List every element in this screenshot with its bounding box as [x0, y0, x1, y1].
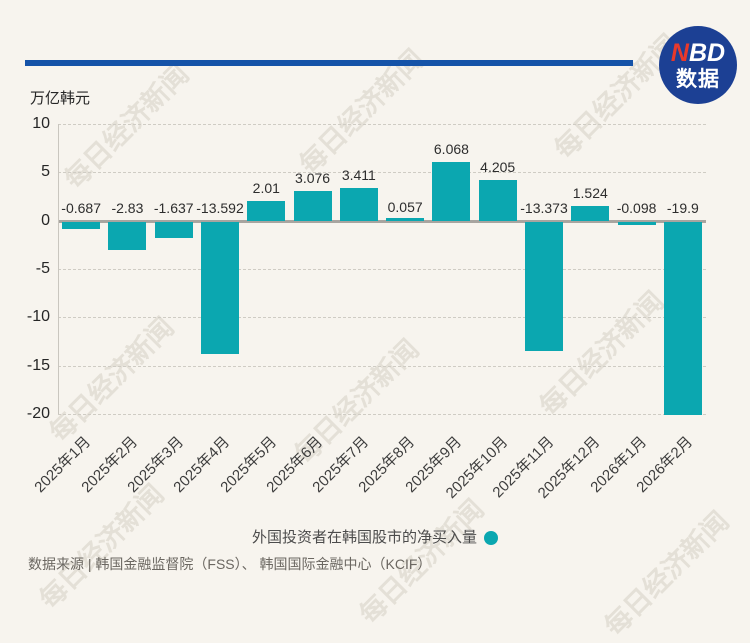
bar [478, 180, 517, 221]
nbd-logo: NBD 数据 [659, 26, 737, 104]
y-tick-label: 0 [41, 211, 50, 229]
bar [386, 218, 425, 221]
nbd-logo-subtitle: 数据 [676, 67, 720, 91]
header-divider-line [25, 60, 633, 66]
bar-value-label: -1.637 [153, 199, 194, 216]
bar [663, 222, 702, 415]
y-tick-label: -10 [26, 308, 50, 326]
bar-value-label: -13.592 [196, 199, 244, 216]
bar [617, 222, 656, 225]
gridline [58, 172, 706, 174]
bar [339, 187, 378, 221]
bar [154, 222, 193, 238]
bar [432, 162, 471, 221]
bar-value-label: -0.098 [616, 199, 657, 216]
gridline [58, 124, 706, 125]
bar-value-label: -13.373 [520, 199, 568, 216]
y-tick-label: 5 [41, 163, 50, 181]
legend-label: 外国投资者在韩国股市的净买入量 [251, 529, 477, 546]
chart-legend: 外国投资者在韩国股市的净买入量 [0, 529, 750, 547]
bar-value-label: -0.687 [61, 199, 101, 216]
bar-value-label: 2.01 [252, 180, 280, 197]
gridline [58, 269, 706, 270]
bar-value-label: 1.524 [572, 184, 608, 201]
bar [108, 222, 147, 250]
data-source-note: 数据来源 | 韩国金融监督院（FSS）、 韩国国际金融中心（KCIF） [28, 556, 432, 572]
bar-value-label: 3.411 [341, 166, 376, 183]
gridline [58, 365, 706, 367]
gridline [58, 414, 706, 415]
y-tick-label: -20 [26, 405, 50, 422]
bar [525, 222, 563, 352]
nbd-logo-brand: NBD [670, 38, 726, 67]
bar [571, 205, 610, 221]
y-axis-unit-label: 万亿韩元 [30, 90, 91, 107]
bar-value-label: 6.068 [433, 141, 469, 157]
bar-value-label: -19.9 [666, 199, 699, 216]
bar-value-label: 0.057 [387, 199, 423, 216]
legend-dot-icon [484, 531, 498, 545]
gridline [58, 317, 706, 319]
nbd-logo-brand-accent: N [670, 38, 689, 67]
bar-chart: 万亿韩元 10 5 0 -5 -10 -15 -20 -0.687 2025年1月 -2.83 20… [26, 90, 706, 502]
bar-value-label: 4.205 [480, 159, 516, 176]
y-tick-label: 10 [32, 115, 50, 132]
y-tick-label: -15 [26, 356, 50, 374]
bar [62, 222, 101, 229]
bar [201, 222, 239, 354]
bar-value-label: -2.83 [111, 199, 144, 216]
nbd-logo-brand-rest: BD [688, 38, 726, 67]
zero-axis-line [58, 219, 706, 223]
bar-value-label: 3.076 [295, 169, 331, 186]
y-axis-line [58, 124, 59, 414]
bar [293, 190, 332, 221]
bar [247, 201, 286, 221]
y-tick-label: -5 [35, 260, 50, 277]
